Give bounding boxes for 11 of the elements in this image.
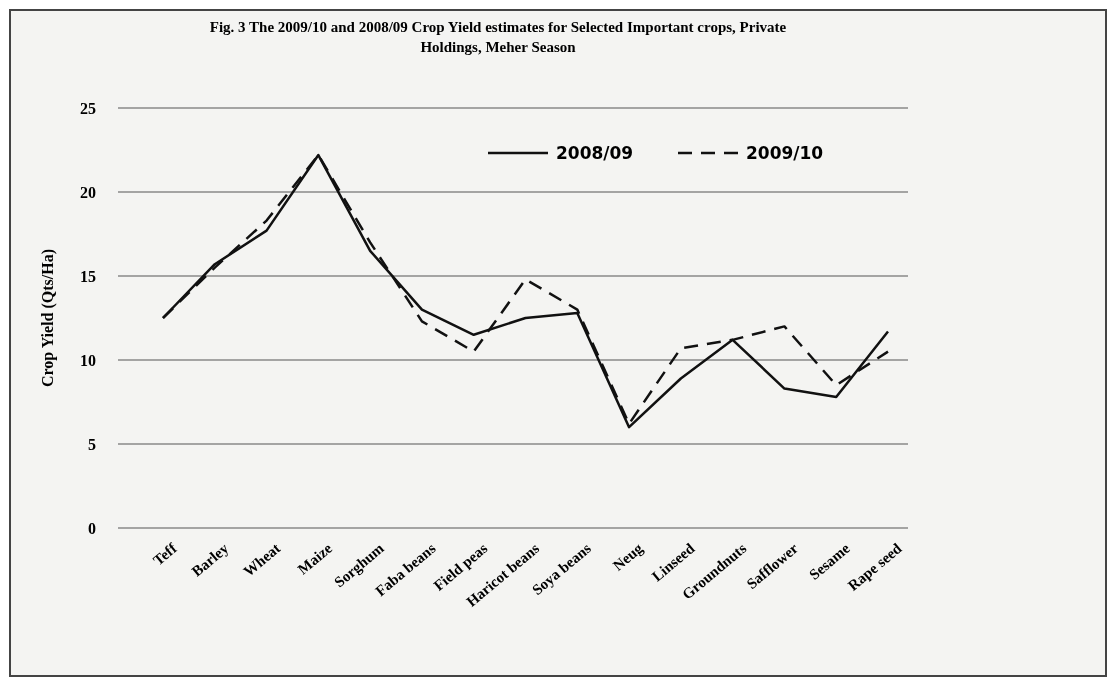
y-tick-label: 20 — [80, 183, 96, 201]
y-tick-label: 5 — [88, 435, 96, 453]
y-tick-label: 25 — [80, 99, 96, 117]
y-tick-label: 10 — [80, 351, 96, 369]
y-axis-title: Crop Yield (Qts/Ha) — [39, 248, 57, 388]
legend-label: 2008/09 — [556, 142, 634, 163]
y-tick-label: 15 — [80, 267, 96, 285]
legend-label: 2009/10 — [746, 142, 824, 163]
x-tick-label: Teff — [150, 539, 181, 569]
chart-title: Fig. 3 The 2009/10 and 2008/09 Crop Yield estimates for Selected Important crops, Private Holdings, Meher Season — [209, 19, 787, 55]
y-tick-label: 0 — [88, 519, 96, 537]
